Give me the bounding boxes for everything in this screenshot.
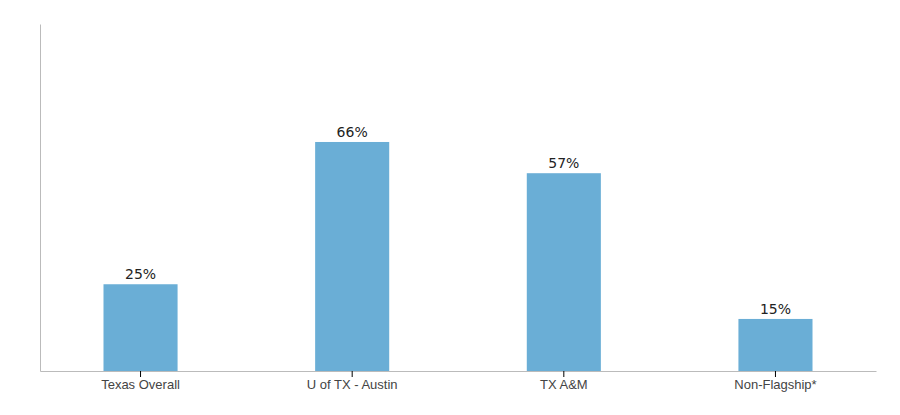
plot: Texas Overall U of TX - Austin TX A&M Non-F…: [41, 25, 877, 393]
x-tick-label: Non-Flagship*: [734, 377, 816, 392]
data-labels: 25% 66% 57% 15%: [125, 124, 791, 317]
x-tick-mark: [140, 371, 141, 377]
x-tick-mark: [563, 371, 564, 377]
data-label: 15%: [760, 301, 791, 317]
x-axis-line: [41, 371, 877, 372]
data-label: 66%: [337, 124, 368, 140]
x-tick-label: U of TX - Austin: [307, 377, 398, 392]
bar: [738, 319, 812, 371]
bar: [527, 173, 601, 371]
x-tick-label: Texas Overall: [101, 377, 180, 392]
data-label: 25%: [125, 266, 156, 282]
bar: [103, 284, 177, 371]
x-axis: Texas Overall U of TX - Austin TX A&M Non-F…: [41, 371, 877, 392]
x-tick: TX A&M: [540, 371, 588, 392]
x-tick: Non-Flagship*: [734, 371, 816, 392]
bar: [315, 142, 389, 371]
x-tick: U of TX - Austin: [307, 371, 398, 392]
bars: [103, 142, 812, 371]
y-axis: [40, 25, 41, 372]
y-axis-line: [40, 25, 41, 372]
x-tick: Texas Overall: [101, 371, 180, 392]
x-tick-mark: [775, 371, 776, 377]
x-tick-mark: [352, 371, 353, 377]
x-tick-label: TX A&M: [540, 377, 588, 392]
data-label: 57%: [548, 155, 579, 171]
chart: Texas Overall U of TX - Austin TX A&M Non-F…: [0, 0, 900, 415]
